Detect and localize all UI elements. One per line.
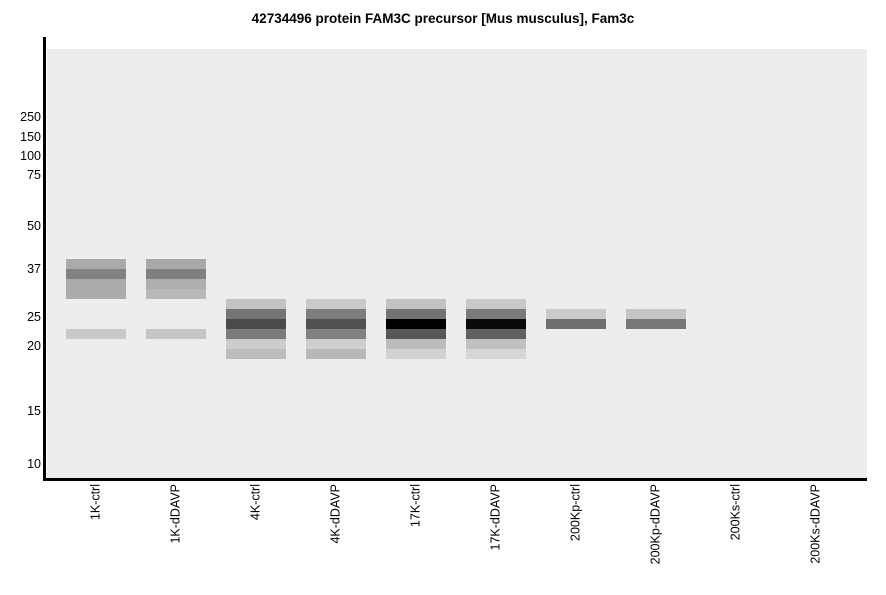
gel-band: [226, 329, 286, 339]
y-tick-label: 25: [27, 310, 41, 324]
gel-band: [306, 339, 366, 349]
y-tick-label: 10: [27, 457, 41, 471]
y-tick-label: 37: [27, 262, 41, 276]
gel-band: [386, 309, 446, 319]
lane-label: 200Kp-ctrl: [568, 484, 583, 541]
gel-band: [466, 299, 526, 309]
gel-band: [466, 319, 526, 329]
figure-title: 42734496 protein FAM3C precursor [Mus mu…: [251, 11, 635, 26]
gel-band: [306, 319, 366, 329]
y-tick-label: 50: [27, 219, 41, 233]
gel-band: [626, 319, 686, 329]
gel-band: [226, 299, 286, 309]
gel-band: [386, 339, 446, 349]
gel-band: [146, 329, 206, 339]
gel-band: [466, 329, 526, 339]
gel-band: [626, 309, 686, 319]
gel-band: [466, 339, 526, 349]
gel-band: [146, 259, 206, 269]
gel-band: [466, 309, 526, 319]
gel-band: [146, 279, 206, 289]
y-tick-label: 150: [20, 130, 41, 144]
gel-band: [546, 309, 606, 319]
lane-label: 4K-dDAVP: [328, 484, 343, 544]
lane-label: 17K-dDAVP: [488, 484, 503, 551]
y-tick-label: 250: [20, 110, 41, 124]
gel-band: [306, 309, 366, 319]
gel-band: [146, 269, 206, 279]
gel-band: [146, 289, 206, 299]
gel-band: [306, 299, 366, 309]
x-axis-line: [43, 478, 867, 481]
gel-band: [226, 349, 286, 359]
lane-label: 1K-dDAVP: [168, 484, 183, 544]
gel-band: [226, 309, 286, 319]
gel-band: [386, 319, 446, 329]
gel-band: [306, 329, 366, 339]
gel-band: [66, 329, 126, 339]
lane-label: 200Ks-dDAVP: [808, 484, 823, 564]
gel-band: [466, 349, 526, 359]
gel-band: [226, 339, 286, 349]
gel-band: [226, 319, 286, 329]
y-tick-label: 75: [27, 168, 41, 182]
lane-label: 200Kp-dDAVP: [648, 484, 663, 565]
y-tick-label: 15: [27, 404, 41, 418]
gel-band: [386, 329, 446, 339]
gel-band: [66, 269, 126, 279]
lane-label: 1K-ctrl: [88, 484, 103, 521]
y-axis-line: [43, 37, 46, 481]
lane-label: 17K-ctrl: [408, 484, 423, 528]
lane-label: 200Ks-ctrl: [728, 484, 743, 541]
gel-band: [386, 349, 446, 359]
lane-label: 4K-ctrl: [248, 484, 263, 521]
gel-band: [66, 279, 126, 299]
y-tick-label: 100: [20, 149, 41, 163]
gel-band: [306, 349, 366, 359]
y-tick-label: 20: [27, 339, 41, 353]
gel-band: [546, 319, 606, 329]
gel-band: [386, 299, 446, 309]
gel-band: [66, 259, 126, 269]
